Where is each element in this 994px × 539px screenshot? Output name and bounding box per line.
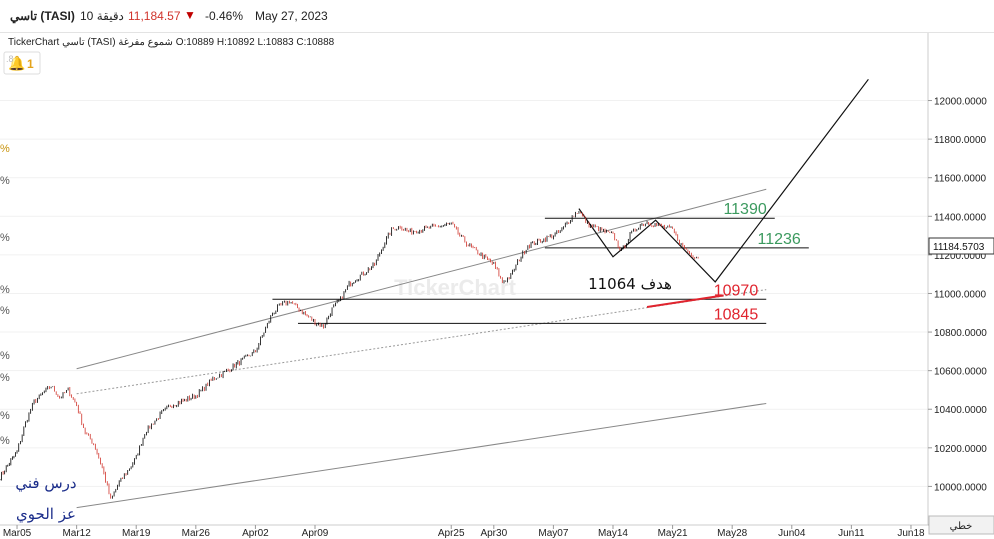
- change-percent: -0.46%: [205, 9, 244, 23]
- chart-background: [0, 33, 994, 539]
- alert-count: 1: [27, 57, 34, 71]
- axis-type-label[interactable]: خطي: [950, 521, 973, 532]
- clipped-label: %: [0, 435, 10, 447]
- x-tick-label: Mar05: [3, 528, 32, 539]
- clipped-label: %: [0, 143, 10, 155]
- y-tick-label: 11200.0000: [934, 251, 987, 262]
- channel-lower-line: [76, 402, 767, 509]
- clipped-label: %: [0, 372, 10, 384]
- x-tick-label: Jun11: [838, 528, 865, 539]
- last-price-tag: 11184.5703: [928, 237, 994, 255]
- y-tick-label: 12000.0000: [934, 97, 987, 108]
- clipped-label: %: [0, 284, 10, 296]
- pattern-projection-line: [578, 78, 869, 283]
- top-bar: تاسي (TASI) 10 دقيقة 11,184.57 ▼ -0.46% …: [0, 0, 994, 33]
- clipped-label: %: [0, 175, 10, 187]
- y-tick-label: 11000.0000: [934, 289, 987, 300]
- clipped-label: %: [0, 350, 10, 362]
- x-tick-label: Apr02: [242, 528, 269, 539]
- y-tick-label: 10600.0000: [934, 367, 987, 378]
- y-tick-label: 10800.0000: [934, 328, 987, 339]
- level-labels: 11390 11236 10970 10845 هدف 11064: [588, 201, 801, 323]
- x-tick-label: May28: [717, 528, 747, 539]
- red-trend-segment: [646, 294, 724, 308]
- x-tick-label: Apr30: [480, 528, 507, 539]
- y-tick-label: 11600.0000: [934, 174, 987, 185]
- annotation-line-2: عز الحوي: [16, 505, 76, 523]
- info-line: TickerChart تاسي (TASI) شموع مفرغة O:108…: [8, 37, 335, 48]
- axis-type-button[interactable]: خطي: [928, 515, 994, 535]
- level-label: 11236: [757, 231, 800, 248]
- clipped-label: .8: [6, 54, 14, 64]
- interval-label[interactable]: 10 دقيقة: [80, 9, 124, 23]
- x-tick-label: May21: [658, 528, 688, 539]
- clipped-label: %: [0, 232, 10, 244]
- drawings-layer: [76, 78, 869, 509]
- clipped-label: %: [0, 305, 10, 317]
- x-tick-label: Mar12: [62, 528, 91, 539]
- bell-icon: 🔔: [8, 55, 25, 72]
- clipped-label: %: [0, 410, 10, 422]
- down-arrow-icon: ▼: [184, 8, 196, 22]
- y-tick-label: 10400.0000: [934, 405, 987, 416]
- x-tick-label: Jun18: [897, 528, 925, 539]
- x-tick-label: May07: [538, 528, 568, 539]
- level-label: 10845: [714, 306, 759, 323]
- x-tick-label: May14: [598, 528, 628, 539]
- symbol-name[interactable]: تاسي (TASI): [10, 9, 75, 23]
- x-tick-label: Mar19: [122, 528, 151, 539]
- y-tick-label: 11400.0000: [934, 212, 987, 223]
- channel-upper-line: [76, 188, 767, 370]
- grid-lines: [0, 100, 928, 526]
- x-tick-label: Apr25: [438, 528, 465, 539]
- last-price: 11,184.57: [128, 9, 181, 23]
- y-tick-label: 10200.0000: [934, 444, 987, 455]
- annotation-line-1: درس فني: [15, 474, 76, 492]
- level-label: 10970: [714, 282, 759, 299]
- x-axis[interactable]: Mar05 Mar12 Mar19 Mar26 Apr02 Apr09 Apr25 Apr30…: [3, 525, 925, 539]
- target-label: هدف 11064: [588, 275, 672, 293]
- x-tick-label: Jun04: [778, 528, 806, 539]
- price-series: [0, 211, 699, 499]
- y-tick-label: 11800.0000: [934, 135, 987, 146]
- level-label: 11390: [723, 201, 766, 218]
- x-tick-label: Apr09: [302, 528, 329, 539]
- price-chart[interactable]: TickerChart تاسي (TASI) شموع مفرغة O:108…: [0, 33, 994, 539]
- quote-date: May 27, 2023: [255, 9, 328, 23]
- x-tick-label: Mar26: [182, 528, 211, 539]
- watermark: TickerChart: [394, 275, 517, 300]
- last-price-tag-text: 11184.5703: [933, 242, 985, 253]
- y-tick-label: 10000.0000: [934, 482, 987, 493]
- alert-badge[interactable]: 🔔 1: [3, 51, 41, 75]
